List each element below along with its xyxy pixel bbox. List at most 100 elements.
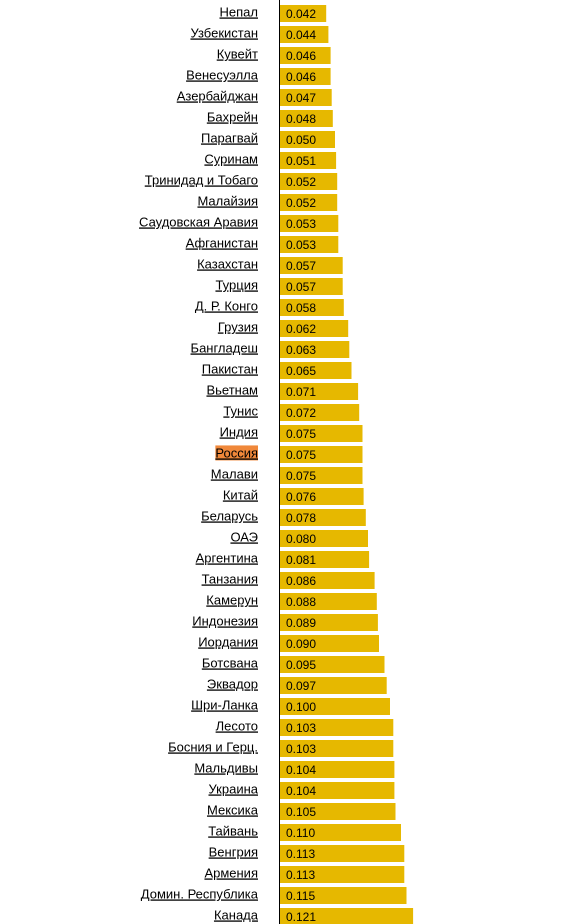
bar — [280, 194, 338, 211]
country-link[interactable]: Вьетнам — [206, 382, 258, 397]
value-label: 0.086 — [286, 574, 316, 588]
value-label: 0.080 — [286, 532, 316, 546]
country-link[interactable]: Тунис — [223, 403, 258, 418]
country-link[interactable]: Аргентина — [196, 550, 259, 565]
bar — [280, 320, 349, 337]
country-link[interactable]: Грузия — [218, 319, 258, 334]
country-link[interactable]: Суринам — [204, 151, 258, 166]
country-link[interactable]: Мексика — [207, 802, 259, 817]
bar — [280, 89, 332, 106]
country-link[interactable]: Д. Р. Конго — [195, 298, 258, 313]
value-label: 0.050 — [286, 133, 316, 147]
bar — [280, 257, 343, 274]
country-link[interactable]: Индонезия — [192, 613, 258, 628]
value-label: 0.052 — [286, 175, 316, 189]
value-label: 0.110 — [286, 826, 315, 840]
country-link[interactable]: Эквадор — [207, 676, 258, 691]
country-link[interactable]: Узбекистан — [190, 25, 258, 40]
bar — [280, 656, 385, 673]
bar — [280, 551, 370, 568]
country-link[interactable]: Канада — [214, 907, 259, 922]
value-label: 0.072 — [286, 406, 316, 420]
bar — [280, 614, 378, 631]
country-link[interactable]: Домин. Республика — [141, 886, 259, 901]
value-label: 0.103 — [286, 721, 316, 735]
bar — [280, 488, 364, 505]
country-link[interactable]: Армения — [204, 865, 258, 880]
value-label: 0.076 — [286, 490, 316, 504]
bar — [280, 341, 350, 358]
bar — [280, 383, 359, 400]
value-label: 0.097 — [286, 679, 316, 693]
country-link[interactable]: Турция — [215, 277, 258, 292]
country-link[interactable]: Украина — [209, 781, 259, 796]
country-link[interactable]: Парагвай — [201, 130, 258, 145]
country-link[interactable]: Малави — [211, 466, 258, 481]
bar — [280, 782, 395, 799]
country-link[interactable]: Танзания — [202, 571, 258, 586]
bar — [280, 824, 401, 841]
country-link[interactable]: Непал — [220, 4, 258, 19]
bar — [280, 236, 339, 253]
country-link[interactable]: Тринидад и Тобаго — [145, 172, 258, 187]
value-label: 0.081 — [286, 553, 316, 567]
bar — [280, 5, 327, 22]
bar — [280, 446, 363, 463]
country-link[interactable]: Бангладеш — [191, 340, 258, 355]
value-label: 0.051 — [286, 154, 316, 168]
value-label: 0.053 — [286, 238, 316, 252]
value-label: 0.089 — [286, 616, 316, 630]
bar — [280, 173, 338, 190]
country-link[interactable]: Лесото — [216, 718, 258, 733]
country-link[interactable]: Тайвань — [208, 823, 258, 838]
country-link[interactable]: ОАЭ — [230, 529, 258, 544]
bar — [280, 362, 352, 379]
country-link[interactable]: Ботсвана — [202, 655, 259, 670]
bar — [280, 761, 395, 778]
bar — [280, 299, 344, 316]
country-link[interactable]: Китай — [223, 487, 258, 502]
country-link[interactable]: Беларусь — [201, 508, 258, 523]
country-link[interactable]: Венесуэлла — [186, 67, 259, 82]
country-link[interactable]: Пакистан — [202, 361, 258, 376]
country-link[interactable]: Индия — [220, 424, 258, 439]
value-label: 0.063 — [286, 343, 316, 357]
country-link[interactable]: Бахрейн — [207, 109, 258, 124]
country-link[interactable]: Азербайджан — [177, 88, 258, 103]
bar — [280, 866, 405, 883]
country-link[interactable]: Казахстан — [197, 256, 258, 271]
country-link[interactable]: Босния и Герц. — [168, 739, 258, 754]
value-label: 0.071 — [286, 385, 316, 399]
bar — [280, 530, 368, 547]
country-link[interactable]: Иордания — [198, 634, 258, 649]
value-label: 0.115 — [286, 889, 315, 903]
bar — [280, 152, 337, 169]
value-label: 0.058 — [286, 301, 316, 315]
value-label: 0.075 — [286, 469, 316, 483]
country-link[interactable]: Саудовская Аравия — [139, 214, 258, 229]
bar — [280, 719, 394, 736]
country-link[interactable]: Россия — [215, 445, 258, 460]
bar — [280, 593, 377, 610]
country-link[interactable]: Мальдивы — [194, 760, 258, 775]
bar — [280, 404, 360, 421]
country-link[interactable]: Венгрия — [209, 844, 258, 859]
country-link[interactable]: Малайзия — [197, 193, 258, 208]
bar — [280, 467, 363, 484]
country-link[interactable]: Камерун — [206, 592, 258, 607]
bar — [280, 509, 366, 526]
value-label: 0.103 — [286, 742, 316, 756]
value-label: 0.104 — [286, 784, 316, 798]
value-label: 0.075 — [286, 427, 316, 441]
value-label: 0.121 — [286, 910, 316, 924]
country-link[interactable]: Кувейт — [217, 46, 258, 61]
value-label: 0.104 — [286, 763, 316, 777]
country-link[interactable]: Афганистан — [186, 235, 258, 250]
bar — [280, 887, 407, 904]
country-link[interactable]: Шри-Ланка — [191, 697, 259, 712]
bar — [280, 131, 335, 148]
value-label: 0.044 — [286, 28, 316, 42]
bar — [280, 698, 390, 715]
